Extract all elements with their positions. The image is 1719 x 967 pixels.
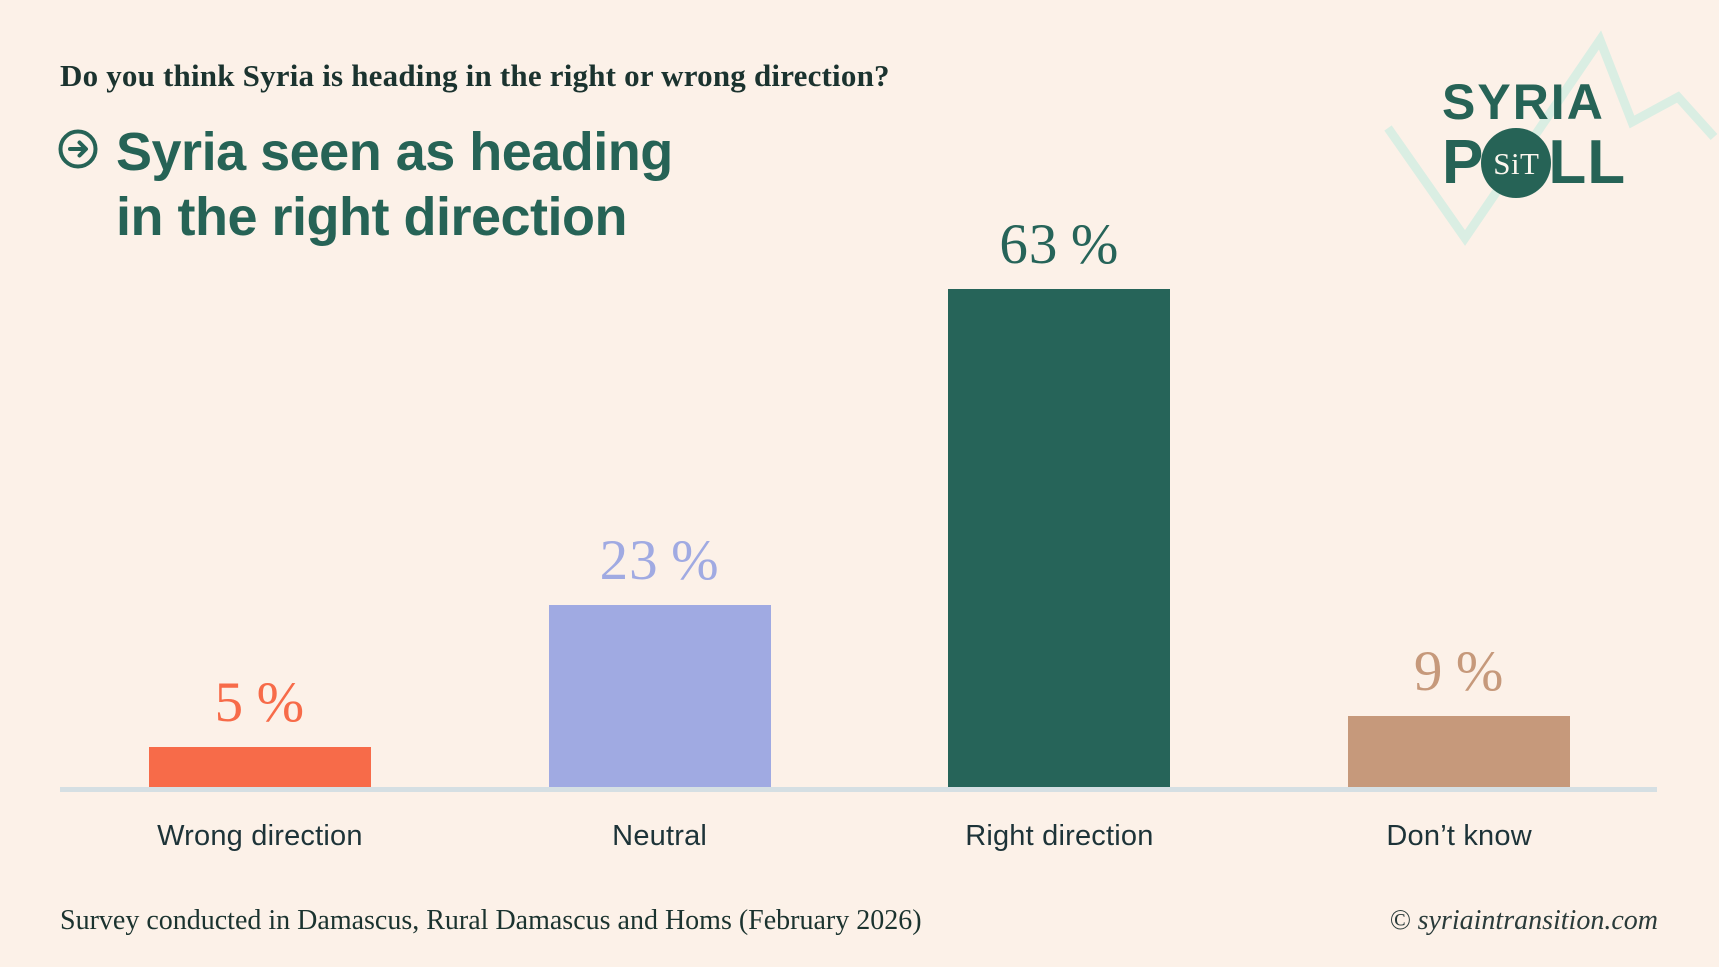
logo-poll-p: P	[1442, 128, 1485, 197]
bar	[148, 747, 371, 787]
zigzag-pollline-icon	[1384, 30, 1718, 246]
sit-badge: SiT	[1481, 128, 1552, 198]
copyright-credit: © syriaintransition.com	[1389, 905, 1658, 936]
bar	[548, 605, 771, 787]
page-title-line1: Syria seen as heading	[116, 122, 673, 182]
category-label: Right direction	[965, 820, 1154, 852]
logo-word-syria: SYRIA	[1442, 74, 1605, 130]
circle-arrow-right-icon	[58, 129, 98, 169]
chart-title-block: Syria seen as heading in the right direc…	[57, 120, 673, 251]
syria-poll-logo: SYRIA P SiT LL	[1380, 25, 1719, 255]
page-title-line2: in the right direction	[116, 187, 627, 248]
category-label: Wrong direction	[157, 820, 363, 852]
page-title: Syria seen as heading in the right direc…	[116, 120, 673, 251]
category-label: Don’t know	[1386, 820, 1532, 852]
survey-source-note: Survey conducted in Damascus, Rural Dama…	[60, 905, 922, 936]
bar-column: 5 %	[60, 670, 460, 787]
category-label: Neutral	[612, 820, 708, 852]
bar-value-label: 9 %	[1413, 640, 1505, 703]
bar-column: 9 %	[1259, 639, 1659, 787]
logo-poll-ll: LL	[1548, 128, 1627, 197]
survey-question: Do you think Syria is heading in the rig…	[60, 58, 890, 93]
bar-column: 23 %	[460, 528, 860, 787]
bar-column: 63 %	[860, 212, 1260, 787]
category-axis: Wrong direction Neutral Right direction Don…	[60, 820, 1659, 853]
bar-value-label: 5 %	[214, 671, 306, 734]
bar	[948, 289, 1171, 787]
chart-baseline	[60, 787, 1657, 792]
logo-text: SYRIA P SiT LL	[1442, 77, 1626, 198]
bar-chart: 5 % 23 % 63 % 9 %	[60, 212, 1659, 787]
bar	[1348, 716, 1571, 787]
logo-word-poll: P SiT LL	[1442, 128, 1626, 198]
bar-value-label: 23 %	[599, 529, 720, 592]
bar-value-label: 63 %	[999, 213, 1120, 276]
